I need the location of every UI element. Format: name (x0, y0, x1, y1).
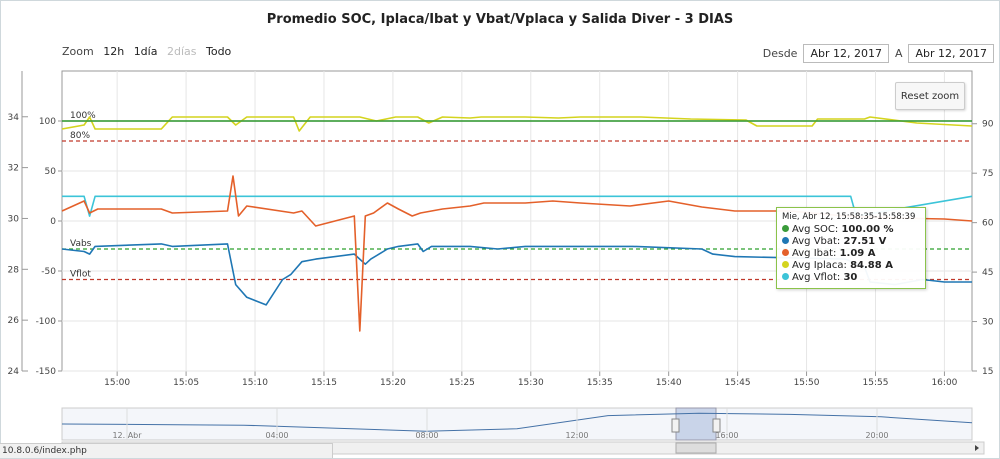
tooltip-label: Avg Vflot: (792, 272, 844, 283)
y-tick-label-volts: 28 (8, 265, 20, 275)
x-tick-label: 15:20 (380, 378, 406, 388)
tooltip-value: 100.00 % (841, 224, 894, 235)
x-tick-label: 15:10 (242, 378, 268, 388)
tooltip-row: Avg Iplaca: 84.88 A (782, 260, 920, 272)
reset-zoom-button[interactable]: Reset zoom (895, 82, 965, 110)
y-tick-label-right: 15 (982, 367, 993, 377)
navigator-tick-label: 04:00 (265, 431, 288, 440)
tooltip-value: 30 (843, 272, 858, 283)
tooltip-value: 1.09 A (839, 248, 876, 259)
range-to-label: A (894, 47, 903, 60)
x-tick-label: 15:00 (104, 378, 130, 388)
tooltip-value: 84.88 A (850, 260, 893, 271)
tooltip-label: Avg SOC: (792, 224, 842, 235)
x-tick-label: 15:35 (587, 378, 613, 388)
tooltip-value: 27.51 V (843, 236, 887, 247)
y-tick-label-volts: 24 (8, 367, 20, 377)
y-tick-label-volts: 26 (8, 316, 20, 326)
tooltip-row: Avg Vflot: 30 (782, 272, 920, 284)
tooltip: Mie, Abr 12, 15:58:35-15:58:39 Avg SOC: … (776, 207, 926, 289)
y-tick-label-right: 30 (982, 318, 994, 328)
scrollbar-thumb (675, 442, 717, 454)
y-tick-label-amps: -50 (41, 267, 56, 277)
tooltip-label: Avg Iplaca: (792, 260, 851, 271)
scroll-right-arrow-icon (975, 445, 979, 451)
tooltip-row: Avg SOC: 100.00 % (782, 224, 920, 236)
series-dot-icon (782, 237, 789, 244)
tooltip-header: Mie, Abr 12, 15:58:35-15:58:39 (782, 212, 916, 222)
tooltip-row: Avg Ibat: 1.09 A (782, 248, 920, 260)
y-tick-label-volts: 30 (8, 214, 20, 224)
y-tick-label-amps: -150 (36, 367, 57, 377)
x-tick-label: 15:45 (725, 378, 751, 388)
tooltip-label: Avg Ibat: (792, 248, 840, 259)
series-dot-icon (782, 249, 789, 256)
x-tick-label: 15:50 (794, 378, 820, 388)
series-line (61, 175, 973, 332)
navigator-area (61, 407, 973, 441)
navigator-tick-label: 16:00 (715, 431, 738, 440)
x-tick-label: 15:05 (173, 378, 199, 388)
navigator-series (61, 412, 973, 432)
series-line (61, 116, 973, 132)
navigator-tick-label: 12. Abr (112, 431, 142, 440)
series-dot-icon (782, 225, 789, 232)
y-tick-label-amps: 0 (50, 217, 56, 227)
series-dot-icon (782, 273, 789, 280)
zoom-2dias-button[interactable]: 2días (166, 45, 197, 58)
status-url: 10.8.0.6/index.php (0, 443, 333, 458)
zoom-1dia-button[interactable]: 1día (133, 45, 158, 58)
x-tick-label: 15:40 (656, 378, 682, 388)
tooltip-row: Avg Vbat: 27.51 V (782, 236, 920, 248)
series-line (62, 195, 973, 217)
y-tick-label-amps: -100 (36, 317, 57, 327)
zoom-todo-button[interactable]: Todo (205, 45, 232, 58)
navigator-tick-label: 20:00 (865, 431, 888, 440)
y-tick-label-right: 45 (982, 268, 993, 278)
x-tick-label: 16:00 (931, 378, 957, 388)
plot-line-label: Vabs (70, 239, 92, 249)
plot-line-label: Vflot (70, 269, 91, 279)
plot-line-label: 80% (70, 131, 90, 141)
series-dot-icon (782, 261, 789, 268)
date-range: Desde Abr 12, 2017 A Abr 12, 2017 (763, 44, 994, 63)
plot-line-label: 100% (70, 111, 96, 121)
range-to-input[interactable]: Abr 12, 2017 (908, 44, 994, 63)
y-tick-label-right: 60 (982, 219, 994, 229)
navigator-handle-right (712, 418, 721, 433)
x-tick-label: 15:25 (449, 378, 475, 388)
zoom-controls: Zoom 12h 1día 2días Todo (62, 45, 237, 58)
y-tick-label-right: 90 (982, 120, 994, 130)
y-tick-label-amps: 100 (39, 117, 56, 127)
y-tick-label-volts: 32 (8, 164, 19, 174)
x-tick-label: 15:55 (863, 378, 889, 388)
range-from-label: Desde (762, 47, 798, 60)
navigator-handle-left (671, 418, 680, 433)
tooltip-label: Avg Vbat: (792, 236, 844, 247)
navigator-tick-label: 12:00 (565, 431, 588, 440)
y-tick-label-volts: 34 (8, 113, 20, 123)
zoom-12h-button[interactable]: 12h (103, 45, 125, 58)
chart-title: Promedio SOC, Iplaca/Ibat y Vbat/Vplaca … (266, 12, 734, 27)
navigator-tick-label: 08:00 (415, 431, 438, 440)
zoom-label: Zoom (62, 45, 94, 58)
y-tick-label-right: 75 (982, 169, 993, 179)
x-tick-label: 15:15 (311, 378, 337, 388)
range-from-input[interactable]: Abr 12, 2017 (803, 44, 889, 63)
x-tick-label: 15:30 (518, 378, 544, 388)
y-tick-label-amps: 50 (45, 167, 57, 177)
